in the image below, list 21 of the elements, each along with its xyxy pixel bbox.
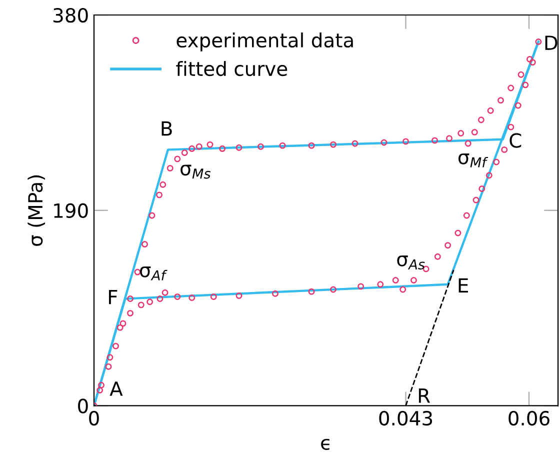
annotation: A: [110, 382, 123, 396]
x-axis-title: ϵ: [321, 438, 330, 450]
annotation: R: [418, 388, 430, 403]
annotation: σ$_{As}$: [397, 255, 425, 270]
annotation: B: [162, 121, 172, 136]
y-axis-title: σ (MPa): [28, 175, 45, 246]
x-tick-label: 0: [89, 410, 99, 426]
y-tick-label: 190: [54, 203, 88, 218]
x-tick-label: 0.06: [508, 410, 550, 426]
annotation: D: [545, 36, 558, 50]
y-tick-label: 0: [78, 398, 88, 414]
annotation: C: [510, 133, 522, 148]
annotation: σ$_{Mf}$: [458, 153, 488, 168]
annotation: F: [108, 290, 118, 304]
legend-label: experimental data: [176, 32, 353, 52]
annotation: σ$_{Ms}$: [180, 164, 211, 179]
legend-label: fitted curve: [176, 61, 288, 76]
x-tick-label: 0.043: [379, 410, 432, 426]
y-tick-label: 380: [54, 8, 88, 23]
annotation: E: [458, 278, 468, 293]
annotation: σ$_{Af}$: [140, 266, 168, 280]
